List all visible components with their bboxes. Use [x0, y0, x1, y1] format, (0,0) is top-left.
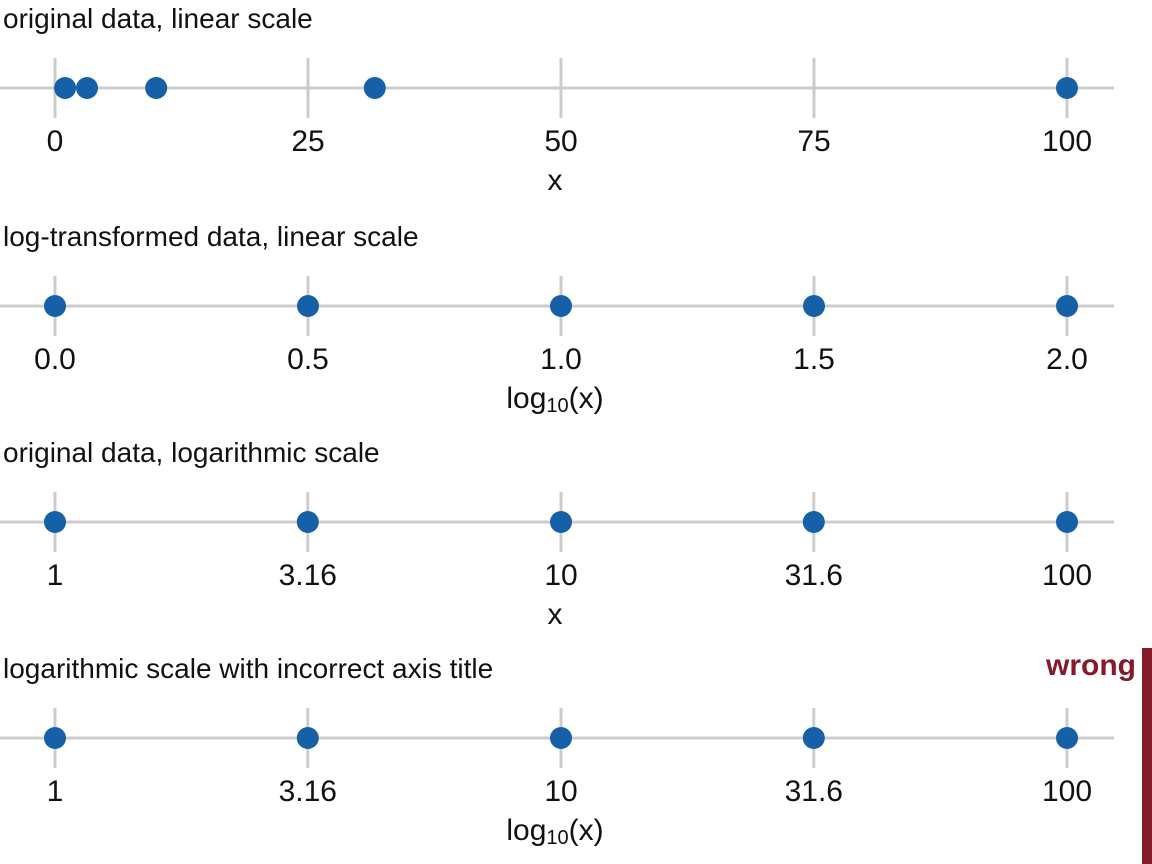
data-point [550, 295, 572, 317]
data-point [1056, 295, 1078, 317]
axis-label-text: 10 [546, 395, 569, 418]
data-point [803, 295, 825, 317]
wrong-annotation: wrong [1046, 649, 1136, 682]
tick-label: 1 [47, 775, 64, 808]
tick-label: 0.5 [287, 343, 329, 376]
data-point [1056, 77, 1078, 99]
data-point [296, 511, 319, 533]
data-point [363, 77, 386, 99]
axis-plot: 1 3.16 10 31.6 100 [0, 708, 1114, 808]
axis-label-text: log [506, 814, 547, 847]
tick-label: 0 [47, 125, 64, 158]
data-point [1056, 511, 1078, 533]
panel-title: original data, linear scale [3, 3, 313, 34]
tick-label: 100 [1042, 125, 1092, 158]
panel-title: log-transformed data, linear scale [3, 221, 419, 252]
data-point [550, 511, 572, 533]
tick-label: 3.16 [279, 559, 337, 592]
x-axis-label: x [547, 598, 563, 631]
tick-label: 100 [1042, 559, 1092, 592]
tick-label: 31.6 [785, 775, 843, 808]
tick-label: 1.0 [540, 343, 582, 376]
data-point [802, 727, 825, 749]
panel-logarithmic-scale-incorrect-title: 1 3.16 10 31.6 100 logarithmic scale with in… [0, 650, 1152, 864]
data-point [76, 77, 98, 99]
axis-plot: 1 3.16 10 31.6 100 [0, 492, 1114, 592]
axis-label-text: log [506, 382, 547, 415]
tick-label: 3.16 [279, 775, 337, 808]
tick-label: 10 [544, 559, 577, 592]
axis-plot: 0 25 50 75 100 [0, 58, 1114, 158]
tick-label: 10 [544, 775, 577, 808]
panel-title: logarithmic scale with incorrect axis ti… [3, 653, 494, 684]
panel-log-transformed-data-linear-scale: 0.0 0.5 1.0 1.5 2.0 log-transformed data, li… [0, 218, 1152, 436]
tick-label: 31.6 [785, 559, 843, 592]
data-point [44, 727, 66, 749]
data-point [297, 295, 319, 317]
tick-label: 25 [291, 125, 324, 158]
x-axis-label: x [547, 164, 563, 197]
data-point [145, 77, 168, 99]
data-point [1056, 727, 1078, 749]
x-axis-label: log10(x) [255, 814, 855, 850]
tick-label: 100 [1042, 775, 1092, 808]
tick-label: 1.5 [793, 343, 835, 376]
x-axis-label: log10(x) [255, 382, 855, 418]
wrong-marker-bar [1142, 648, 1152, 864]
data-point [44, 511, 66, 533]
data-point [44, 295, 66, 317]
data-point [54, 77, 77, 99]
data-point [550, 727, 572, 749]
tick-label: 0.0 [34, 343, 76, 376]
tick-label: 50 [544, 125, 577, 158]
data-point [802, 511, 825, 533]
panel-original-data-logarithmic-scale: 1 3.16 10 31.6 100 original data, logarithmi… [0, 434, 1152, 652]
tick-label: 1 [47, 559, 64, 592]
panel-title: original data, logarithmic scale [3, 437, 380, 468]
axis-label-text: (x) [568, 814, 604, 847]
axis-label-text: 10 [546, 827, 569, 850]
panel-original-data-linear-scale: 0 25 50 75 100 original data, linear scale x [0, 0, 1152, 218]
axis-label-text: (x) [568, 382, 604, 415]
tick-label: 75 [797, 125, 830, 158]
tick-label: 2.0 [1046, 343, 1088, 376]
axis-plot: 0.0 0.5 1.0 1.5 2.0 [0, 276, 1114, 376]
data-point [296, 727, 319, 749]
